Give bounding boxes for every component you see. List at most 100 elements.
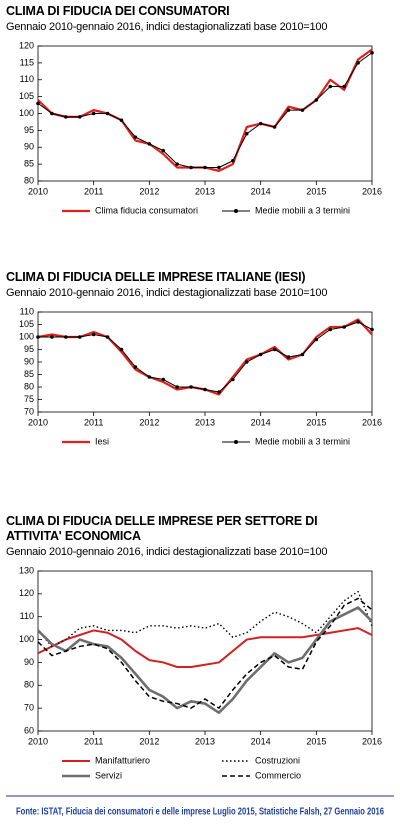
y-tick-label: 90	[24, 356, 34, 366]
point	[370, 327, 374, 332]
series-line	[37, 52, 373, 168]
chart-subtitle: Gennaio 2010-gennaio 2016, indici destag…	[6, 21, 328, 33]
legend-marker	[234, 209, 238, 213]
point	[105, 111, 110, 116]
point	[328, 327, 333, 332]
x-tick-label: 2014	[251, 736, 271, 746]
chart: 80 85 90 95 100 105 110 115 120 2010 2011 2012 2013 2…	[19, 40, 382, 215]
point	[286, 108, 291, 112]
chart-title: CLIMA DI FIDUCIA DELLE IMPRESE ITALIANE …	[6, 270, 306, 284]
x-tick-label: 2011	[84, 417, 103, 427]
chart-section: CLIMA DI FIDUCIA DELLE IMPRESE ITALIANE …	[0, 270, 400, 459]
point	[91, 332, 96, 337]
x-tick-label: 2016	[362, 736, 382, 746]
point	[272, 347, 277, 352]
point	[342, 84, 346, 89]
x-tick-label: 2015	[306, 186, 326, 196]
point	[231, 377, 235, 382]
y-tick-label: 100	[19, 331, 34, 341]
y-tick-label: 90	[24, 657, 34, 667]
legend-label: Manifatturiero	[95, 755, 150, 765]
y-tick-label: 100	[19, 634, 34, 644]
point	[217, 390, 221, 394]
y-tick-label: 110	[20, 306, 34, 316]
y-tick-label: 115	[20, 57, 34, 67]
y-tick-label: 80	[24, 175, 34, 185]
chart: 60 70 80 90 100 110 120 130 2010 2011 2012 2013 2014…	[19, 565, 382, 780]
chart-subtitle: Gennaio 2010-gennaio 2016, indici destag…	[6, 546, 328, 558]
point	[64, 115, 68, 119]
point	[105, 335, 110, 339]
y-tick-label: 110	[20, 74, 34, 84]
x-tick-label: 2013	[195, 736, 215, 746]
point	[147, 142, 152, 146]
point	[272, 125, 277, 129]
y-tick-label: 80	[24, 381, 34, 391]
y-tick-label: 110	[20, 611, 34, 621]
point	[244, 360, 249, 364]
point	[203, 387, 207, 392]
point	[119, 347, 124, 352]
plot-frame	[37, 311, 373, 413]
y-tick-label: 130	[19, 565, 34, 575]
point	[217, 165, 221, 170]
point	[189, 385, 193, 389]
point	[64, 335, 68, 339]
point	[300, 108, 305, 112]
y-tick-label: 70	[24, 406, 34, 416]
chart-subtitle: Gennaio 2010-gennaio 2016, indici destag…	[6, 287, 328, 299]
x-tick-label: 2010	[28, 736, 48, 746]
chart-title: CLIMA DI FIDUCIA DEI CONSUMATORI	[6, 4, 230, 18]
x-tick-label: 2013	[195, 417, 215, 427]
point	[91, 111, 96, 116]
footer: Fonte: ISTAT, Fiducia dei consumatori e …	[6, 795, 394, 818]
y-tick-label: 80	[24, 680, 34, 690]
x-tick-label: 2014	[251, 186, 271, 196]
point	[119, 118, 124, 123]
chart-title: CLIMA DI FIDUCIA DELLE IMPRESE PER SETTO…	[6, 514, 318, 543]
legend-marker	[234, 440, 238, 444]
point	[258, 121, 263, 126]
point	[161, 148, 166, 153]
x-tick-label: 2014	[251, 417, 271, 427]
point	[370, 50, 374, 55]
x-tick-label: 2012	[139, 736, 159, 746]
point	[342, 325, 346, 329]
x-tick-label: 2016	[362, 417, 382, 427]
source: Fonte: ISTAT, Fiducia dei consumatori e …	[16, 807, 384, 818]
y-tick-label: 70	[24, 703, 34, 713]
point	[50, 111, 54, 116]
x-tick-label: 2012	[139, 186, 159, 196]
x-tick-label: 2015	[306, 417, 326, 427]
series-line	[37, 590, 373, 648]
point	[161, 377, 166, 382]
y-tick-label: 95	[24, 344, 34, 354]
point	[175, 385, 179, 389]
point	[133, 135, 138, 139]
series-line	[37, 48, 373, 172]
y-tick-label: 120	[19, 588, 34, 598]
point	[50, 335, 54, 339]
legend-label: Servizi	[95, 770, 122, 780]
x-tick-label: 2013	[195, 186, 215, 196]
y-tick-label: 85	[24, 369, 34, 379]
y-tick-label: 85	[24, 159, 34, 169]
series-line	[37, 597, 373, 709]
legend-label: Iesi	[95, 436, 109, 446]
point	[244, 131, 249, 136]
legend-label: Costruzioni	[255, 755, 300, 765]
series-line	[37, 627, 373, 668]
point	[175, 162, 179, 166]
point	[300, 352, 305, 357]
point	[314, 98, 319, 102]
point	[147, 375, 152, 379]
point	[231, 158, 235, 163]
legend-label: Medie mobili a 3 termini	[255, 436, 350, 446]
point	[356, 320, 360, 324]
x-tick-label: 2012	[139, 417, 159, 427]
legend-label: Clima fiducia consumatori	[95, 205, 198, 215]
x-tick-label: 2010	[28, 417, 48, 427]
point	[258, 352, 263, 357]
legend-label: Commercio	[255, 770, 301, 780]
